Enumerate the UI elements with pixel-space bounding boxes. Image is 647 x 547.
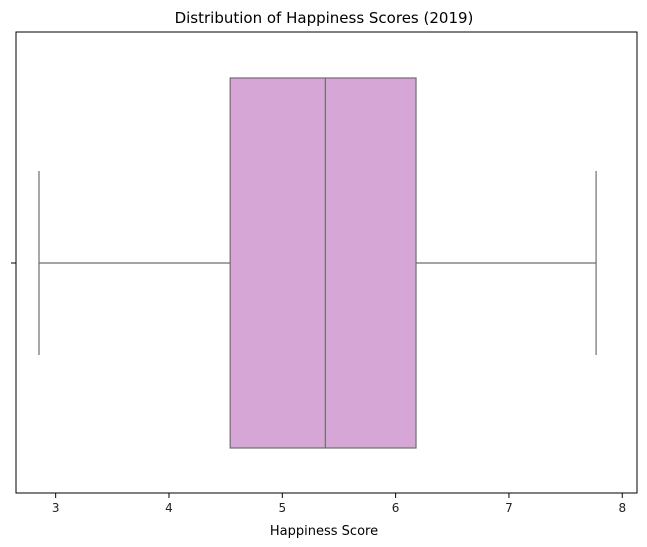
x-axis-ticks: 3 4 5 6 7 8 [52, 493, 626, 515]
x-axis-label: Happiness Score [270, 524, 378, 539]
x-tick-label: 3 [52, 501, 60, 515]
boxplot [38, 77, 597, 449]
x-tick-label: 5 [278, 501, 286, 515]
x-tick-label: 7 [505, 501, 513, 515]
x-tick-label: 6 [392, 501, 400, 515]
chart-title: Distribution of Happiness Scores (2019) [175, 9, 474, 27]
interquartile-box [229, 77, 417, 449]
x-tick-label: 8 [618, 501, 626, 515]
x-tick-label: 4 [165, 501, 173, 515]
